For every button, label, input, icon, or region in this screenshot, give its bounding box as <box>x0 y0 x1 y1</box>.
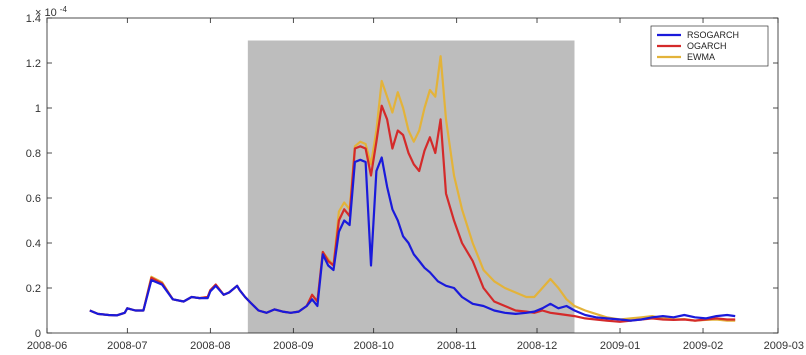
y-tick-label: 0.4 <box>26 238 41 250</box>
x-tick-label: 2008-10 <box>353 340 393 352</box>
shaded-period <box>247 40 575 333</box>
x-tick-label: 2008-12 <box>517 340 557 352</box>
x-tick-label: 2009-01 <box>600 340 640 352</box>
y-tick-label: 0.8 <box>26 148 41 160</box>
y-exponent-label: × 10 -4 <box>35 5 67 19</box>
legend-label-rsogarch: RSOGARCH <box>687 30 739 40</box>
axes <box>46 17 779 334</box>
y-exponent-base: × 10 <box>35 7 57 19</box>
y-tick-label: 0.6 <box>26 193 41 205</box>
x-tick-label: 2008-08 <box>190 340 230 352</box>
y-tick-label: 1.2 <box>26 58 41 70</box>
legend-label-ewma: EWMA <box>687 52 715 62</box>
x-tick-label: 2009-02 <box>683 340 723 352</box>
y-exponent-power: -4 <box>60 5 68 14</box>
shaded-region <box>247 40 575 333</box>
y-tick-label: 0.2 <box>26 283 41 295</box>
x-tick-label: 2008-11 <box>437 340 477 352</box>
y-tick-label: 0 <box>35 328 41 340</box>
axes-box <box>46 17 779 334</box>
series-line-rsogarch <box>89 156 736 322</box>
y-tick-label: 1 <box>35 103 41 115</box>
x-axis-ticks: 2008-06 2008-07 2008-08 2008-09 2008-10 2008-… <box>27 18 804 352</box>
y-tick-label: 1.4 <box>26 13 41 25</box>
y-axis-ticks: 0 0.2 0.4 0.6 0.8 1 1.2 1.4 <box>26 13 778 340</box>
legend-label-ogarch: OGARCH <box>687 41 727 51</box>
x-tick-label: 2008-06 <box>27 340 67 352</box>
x-tick-label: 2008-09 <box>273 340 313 352</box>
series-lines <box>89 55 736 323</box>
x-tick-label: 2009-03 <box>764 340 804 352</box>
x-tick-label: 2008-07 <box>107 340 147 352</box>
